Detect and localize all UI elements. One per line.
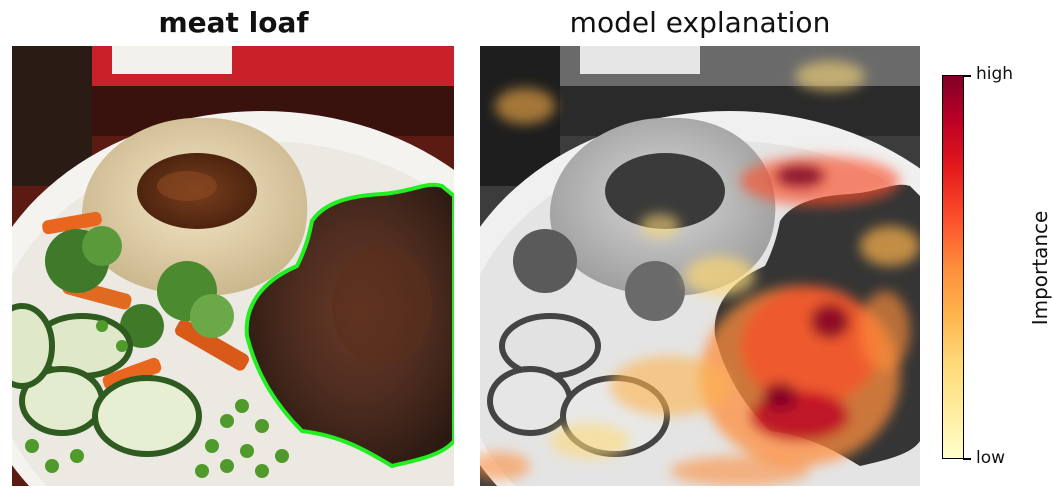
colorbar-high-tick: [963, 75, 971, 77]
importance-colorbar: [942, 75, 964, 459]
colorbar-high-label: high: [976, 64, 1014, 84]
explanation-heatmap: [480, 46, 922, 486]
explanation-title: model explanation: [569, 6, 831, 39]
colorbar-axis-label: Importance: [1028, 210, 1052, 326]
colorbar-low-label: low: [976, 448, 1006, 468]
image-title: meat loaf: [158, 6, 309, 39]
food-photo: [12, 46, 454, 486]
colorbar-low-tick: [963, 458, 971, 460]
